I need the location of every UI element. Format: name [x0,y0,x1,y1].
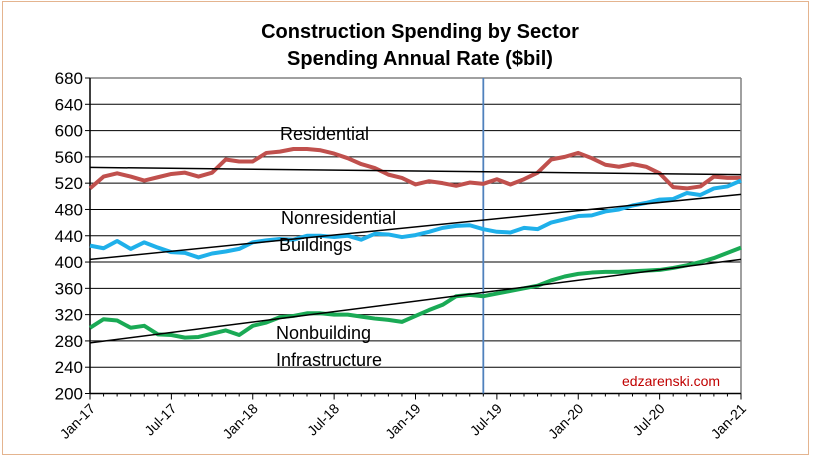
y-tick-label: 600 [55,122,83,141]
series-line-0 [88,146,741,191]
series-annotation: Residential [280,124,369,144]
y-tick-label: 360 [55,279,83,298]
y-tick-label: 640 [55,95,83,114]
y-tick-label: 680 [55,69,83,88]
trend-line-2 [89,258,742,344]
x-tick-label: Jul-19 [467,400,505,438]
series-line-2 [88,245,742,340]
y-tick-label: 280 [55,332,83,351]
y-tick-label: 440 [55,227,83,246]
series-annotation: Infrastructure [276,350,382,370]
x-tick-label: Jul-20 [629,400,667,438]
y-tick-label: 560 [55,148,83,167]
y-tick-label: 320 [55,306,83,325]
x-tick-label: Jul-17 [141,400,179,438]
series-line-1 [89,178,742,260]
y-tick-label: 480 [55,200,83,219]
chart-subtitle: Spending Annual Rate ($bil) [287,48,553,70]
y-tick-label: 200 [55,385,83,404]
x-tick-label: Jan-17 [57,400,99,442]
chart-title: Construction Spending by Sector [261,21,579,43]
x-tick-label: Jan-21 [708,400,750,442]
watermark: edzarenski.com [622,373,720,389]
series-annotation: Nonbuilding [276,323,371,343]
x-tick-label: Jan-20 [545,400,587,442]
x-tick-label: Jan-18 [219,400,261,442]
x-tick-label: Jul-18 [304,400,342,438]
trend-line-1 [89,193,742,261]
y-tick-label: 240 [55,358,83,377]
series-annotation: Buildings [279,235,352,255]
y-tick-label: 400 [55,253,83,272]
y-tick-label: 520 [55,174,83,193]
series-annotation: Nonresidential [281,208,396,228]
x-tick-label: Jan-19 [382,400,424,442]
trend-line-0 [89,166,742,176]
